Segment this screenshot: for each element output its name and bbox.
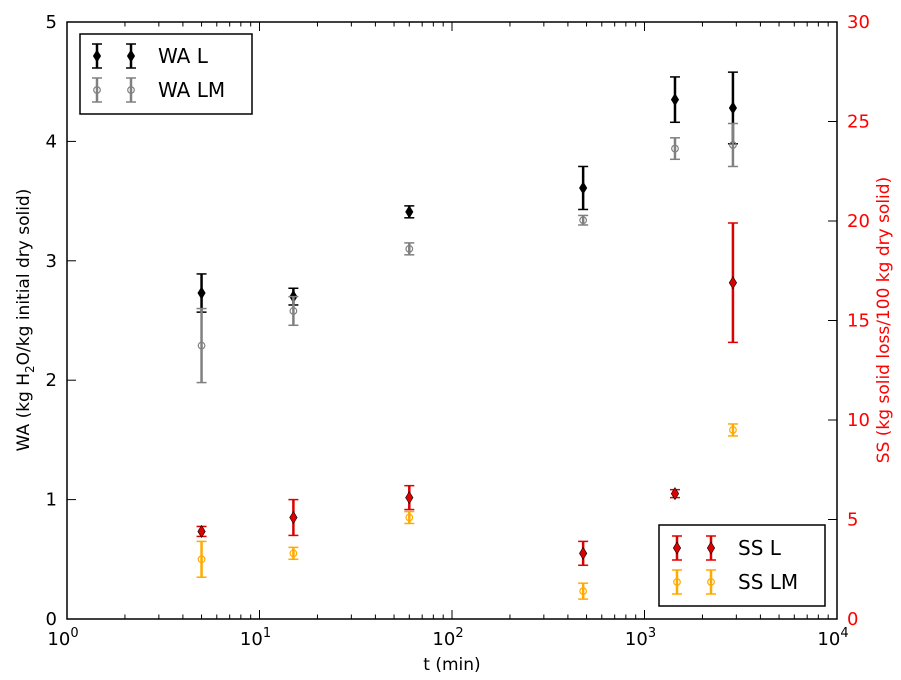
- wa-lm-point: [671, 144, 679, 153]
- left-y-tick-label: 5: [46, 12, 57, 33]
- ss-lm-point: [729, 426, 737, 434]
- legend-key-ss-lm-marker: [707, 578, 715, 586]
- wa-l-point: [728, 101, 738, 115]
- x-tick-label: 104: [817, 626, 848, 650]
- legend-bottom-right: SS L SS LM: [658, 524, 826, 607]
- legend-bottom-right-box: [658, 524, 826, 607]
- legend-top-left-box: [79, 33, 253, 115]
- right-y-tick-label: 20: [847, 211, 870, 232]
- legend-key-ss-l-marker: [672, 541, 682, 555]
- right-y-tick-label: 15: [847, 311, 870, 332]
- right-y-tick-label: 30: [847, 12, 870, 33]
- marks-layer: [196, 71, 738, 600]
- ss-lm-point: [579, 587, 588, 596]
- legend-top-left: WA L WA LM: [79, 33, 253, 115]
- ss-lm-point: [289, 549, 298, 558]
- ss-l-point: [405, 491, 414, 505]
- wa-lm-point: [289, 307, 298, 315]
- wa-l-point: [197, 286, 206, 300]
- wa-l-point: [670, 93, 680, 107]
- legend-entry-ss-lm: SS LM: [738, 570, 798, 594]
- x-axis-label: t (min): [423, 655, 480, 675]
- wa-lm-point: [579, 216, 588, 225]
- x-tick-label: 101: [240, 626, 271, 650]
- ss-lm-point: [405, 513, 414, 522]
- x-tick-label: 100: [47, 626, 78, 650]
- left-y-tick-label: 3: [46, 251, 57, 272]
- legend-key-wa-l-marker: [126, 49, 136, 63]
- right-axis-label: SS (kg solid loss/100 kg dry solid): [874, 177, 894, 463]
- ss-l-point: [728, 276, 738, 290]
- legend-key-ss-l-marker: [706, 541, 716, 555]
- legend-key-wa-lm-marker: [93, 86, 101, 94]
- left-y-tick-label: 1: [46, 490, 57, 511]
- wa-lm-point: [405, 244, 414, 253]
- legend-key-ss-lm-marker: [673, 578, 681, 586]
- right-y-tick-label: 25: [847, 112, 870, 133]
- ss-l-point: [579, 546, 588, 560]
- ss-l-point: [197, 524, 206, 539]
- legend-entry-wa-l: WA L: [158, 44, 209, 68]
- x-tick-label: 102: [432, 626, 463, 650]
- wa-lm-point: [729, 141, 737, 149]
- legend-key-wa-l-marker: [92, 49, 102, 63]
- left-y-tick-label: 4: [46, 131, 57, 152]
- ss-l-point: [670, 487, 680, 501]
- right-y-tick-label: 5: [847, 510, 858, 531]
- wa-l-point: [405, 205, 414, 219]
- left-y-tick-label: 2: [46, 370, 57, 391]
- legend-entry-wa-lm: WA LM: [158, 78, 225, 102]
- right-y-tick-label: 0: [847, 609, 858, 630]
- wa-lm-point: [197, 341, 206, 350]
- ss-l-point: [289, 510, 298, 525]
- ss-lm-point: [197, 555, 206, 564]
- legend-key-wa-lm-marker: [127, 86, 135, 94]
- legend-entry-ss-l: SS L: [738, 536, 782, 560]
- left-axis-label: WA (kg H2O/kg initial dry solid): [14, 189, 37, 452]
- wa-l-point: [579, 181, 588, 195]
- x-tick-label: 103: [625, 626, 656, 650]
- right-y-tick-label: 10: [847, 410, 870, 431]
- left-y-tick-label: 0: [46, 609, 57, 630]
